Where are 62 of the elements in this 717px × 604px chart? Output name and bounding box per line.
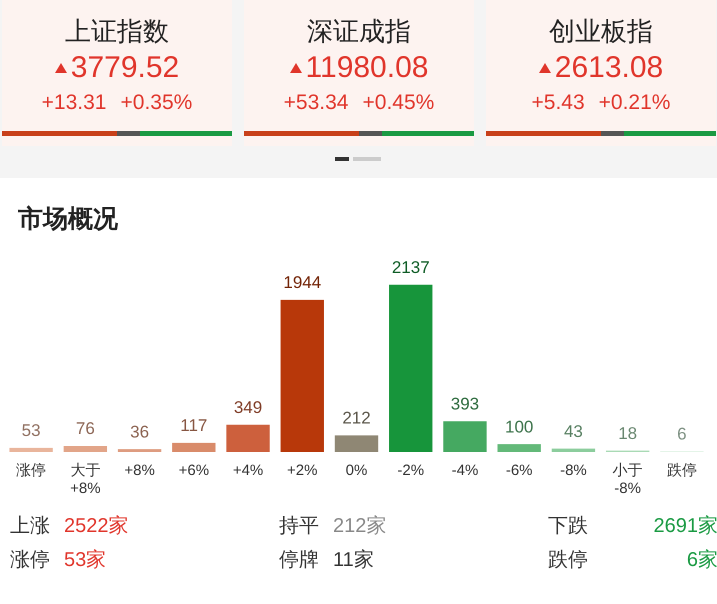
text: 跌停 (548, 548, 588, 572)
text: 涨停 (10, 548, 50, 572)
text: +0.21% (598, 91, 670, 115)
text: 上涨 (10, 514, 50, 538)
text: +13.31 (42, 91, 106, 115)
x-tick-label: 小于 -8% (612, 462, 643, 498)
text: 11家 (333, 548, 374, 572)
x-tick-label: -4% (452, 462, 478, 480)
text: 持平 (279, 514, 319, 538)
data-label: 53 (22, 421, 41, 440)
bar (226, 424, 270, 452)
text: 深证成指 (306, 15, 412, 48)
x-tick-label: 大于 +8% (70, 462, 101, 498)
text: +0.45% (362, 91, 434, 115)
chart-title: 市场概况 (17, 204, 119, 235)
x-tick-label: 跌停 (666, 462, 697, 480)
bar (64, 446, 108, 452)
text: 3779.52 (70, 51, 180, 85)
text: +0.35% (120, 91, 192, 115)
text: 11980.08 (306, 51, 428, 85)
bar (498, 444, 541, 452)
text: 2522家 (64, 514, 128, 538)
bar (118, 449, 162, 452)
bar (9, 448, 53, 452)
data-label: 2137 (392, 258, 430, 277)
text: 212家 (333, 514, 386, 538)
text: +5.43 (532, 91, 585, 115)
data-label: 76 (76, 419, 95, 438)
x-tick-label: -2% (397, 462, 424, 480)
text: 2613.08 (554, 51, 664, 85)
data-label: 212 (342, 408, 371, 428)
x-tick-label: +4% (232, 462, 264, 480)
text: 上证指数 (64, 15, 170, 48)
data-label: 36 (130, 422, 150, 442)
data-label: 18 (618, 424, 638, 443)
data-label: 393 (450, 394, 480, 414)
text: 下跌 (548, 514, 588, 538)
data-label: 6 (677, 424, 687, 444)
x-tick-label: 0% (346, 462, 368, 480)
bar (443, 421, 487, 452)
x-tick-label: -8% (560, 462, 587, 480)
bar (552, 448, 596, 452)
text: 6家 (686, 548, 717, 572)
x-tick-label: +6% (178, 462, 210, 480)
x-tick-label: +8% (124, 462, 155, 480)
bar (389, 284, 432, 452)
data-label: 117 (180, 416, 208, 436)
data-label: 43 (564, 422, 583, 441)
bar (280, 300, 324, 452)
text: 53家 (64, 548, 106, 572)
text: 停牌 (279, 548, 319, 572)
bar (334, 435, 378, 452)
x-tick-label: -6% (506, 462, 533, 480)
text: +53.34 (284, 91, 348, 115)
data-label: 1944 (283, 273, 322, 292)
data-label: 100 (505, 417, 534, 436)
x-tick-label: 涨停 (16, 462, 46, 480)
bar (172, 442, 216, 452)
x-tick-label: +2% (287, 462, 318, 480)
text: 2691家 (652, 514, 717, 538)
data-label: 349 (234, 398, 262, 417)
text: 创业板指 (548, 15, 654, 48)
